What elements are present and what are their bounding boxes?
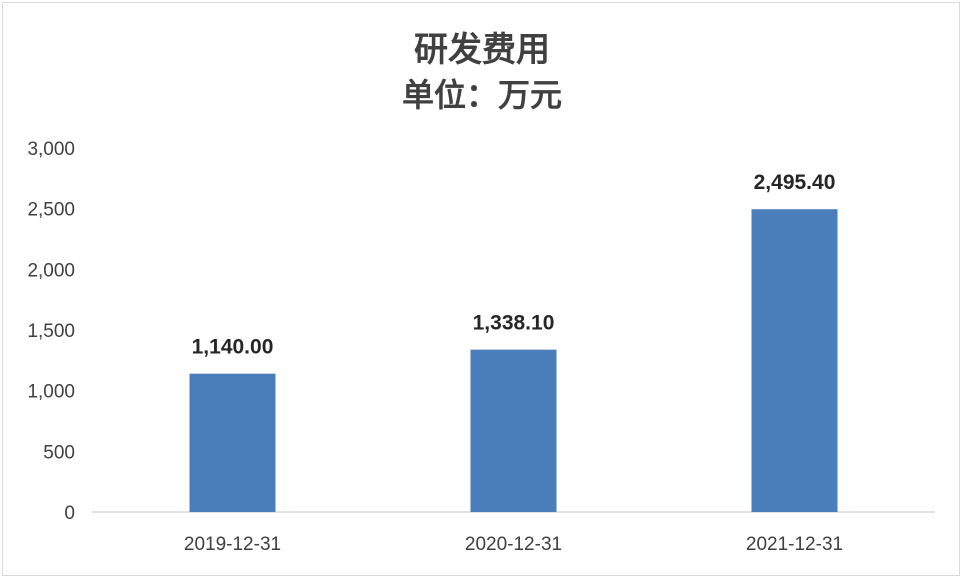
data-label: 2,495.40 [754,171,836,194]
chart-subtitle: 单位：万元 [401,76,562,114]
y-tick-label: 2,500 [27,200,75,221]
data-label: 1,140.00 [192,336,274,359]
y-tick-label: 3,000 [27,139,75,160]
data-label: 1,338.10 [473,312,555,335]
y-tick-label: 1,000 [27,382,75,403]
x-tick-label: 2021-12-31 [746,534,843,555]
bar [189,373,276,512]
y-tick-label: 2,000 [27,260,75,281]
y-tick-label: 500 [43,442,75,463]
chart-title: 研发费用 [414,30,550,70]
bar [751,209,838,512]
x-tick-label: 2019-12-31 [184,534,281,555]
bar [470,349,557,512]
y-tick-label: 0 [64,503,75,524]
y-tick-label: 1,500 [27,321,75,342]
x-tick-label: 2020-12-31 [465,534,562,555]
